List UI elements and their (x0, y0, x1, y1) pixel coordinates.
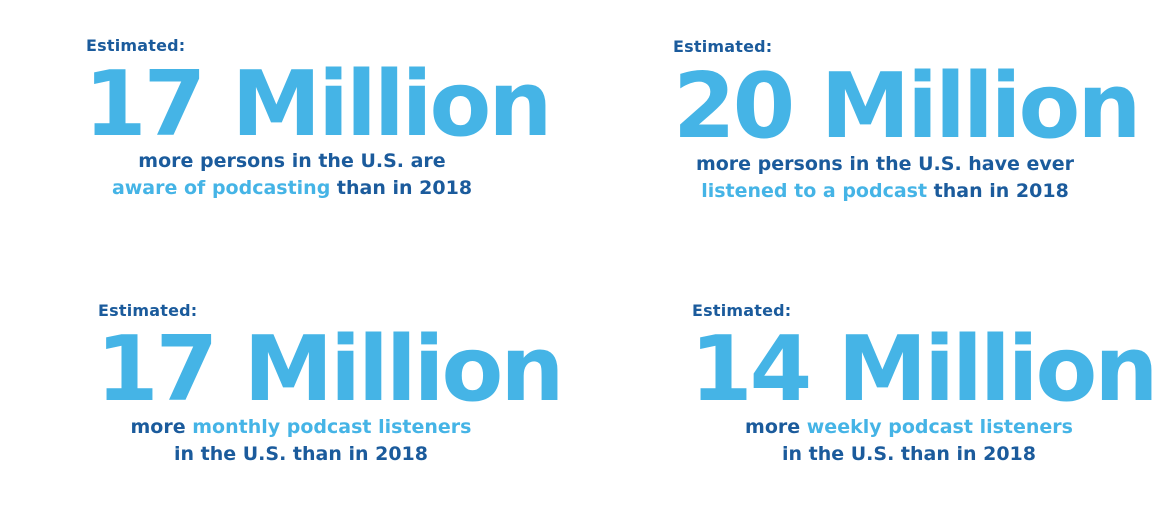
estimated-label: Estimated: (673, 37, 773, 56)
description-highlight: listened to a podcast (701, 180, 928, 202)
stat-figure: 20 Million (673, 54, 1141, 159)
description-line-2: listened to a podcast than in 2018 (670, 178, 1100, 205)
stat-figure: 17 Million (96, 317, 564, 422)
stat-figure: 14 Million (690, 317, 1158, 422)
description-highlight: monthly podcast listeners (192, 416, 472, 438)
stat-description: more weekly podcast listeners in the U.S… (709, 414, 1109, 468)
description-plain: more (130, 416, 193, 438)
description-line-2: aware of podcasting than in 2018 (92, 175, 492, 202)
stat-description: more persons in the U.S. are aware of po… (92, 148, 492, 202)
description-line-1: more weekly podcast listeners (709, 414, 1109, 441)
estimated-label: Estimated: (86, 36, 186, 55)
description-highlight: aware of podcasting (111, 177, 331, 199)
description-rest: than in 2018 (330, 177, 473, 199)
description-line-2: in the U.S. than in 2018 (173, 443, 429, 465)
description-line-1: more persons in the U.S. are (138, 150, 446, 172)
stat-description: more monthly podcast listeners in the U.… (101, 414, 501, 468)
description-rest: than in 2018 (927, 180, 1069, 202)
description-line-1: more persons in the U.S. have ever (695, 153, 1075, 175)
description-highlight: weekly podcast listeners (806, 416, 1073, 438)
description-plain: more (745, 416, 807, 438)
estimated-label: Estimated: (692, 301, 792, 320)
description-line-2: in the U.S. than in 2018 (781, 443, 1037, 465)
description-line-1: more monthly podcast listeners (101, 414, 501, 441)
estimated-label: Estimated: (98, 301, 198, 320)
stat-figure: 17 Million (84, 52, 552, 157)
stat-description: more persons in the U.S. have ever liste… (670, 151, 1100, 205)
